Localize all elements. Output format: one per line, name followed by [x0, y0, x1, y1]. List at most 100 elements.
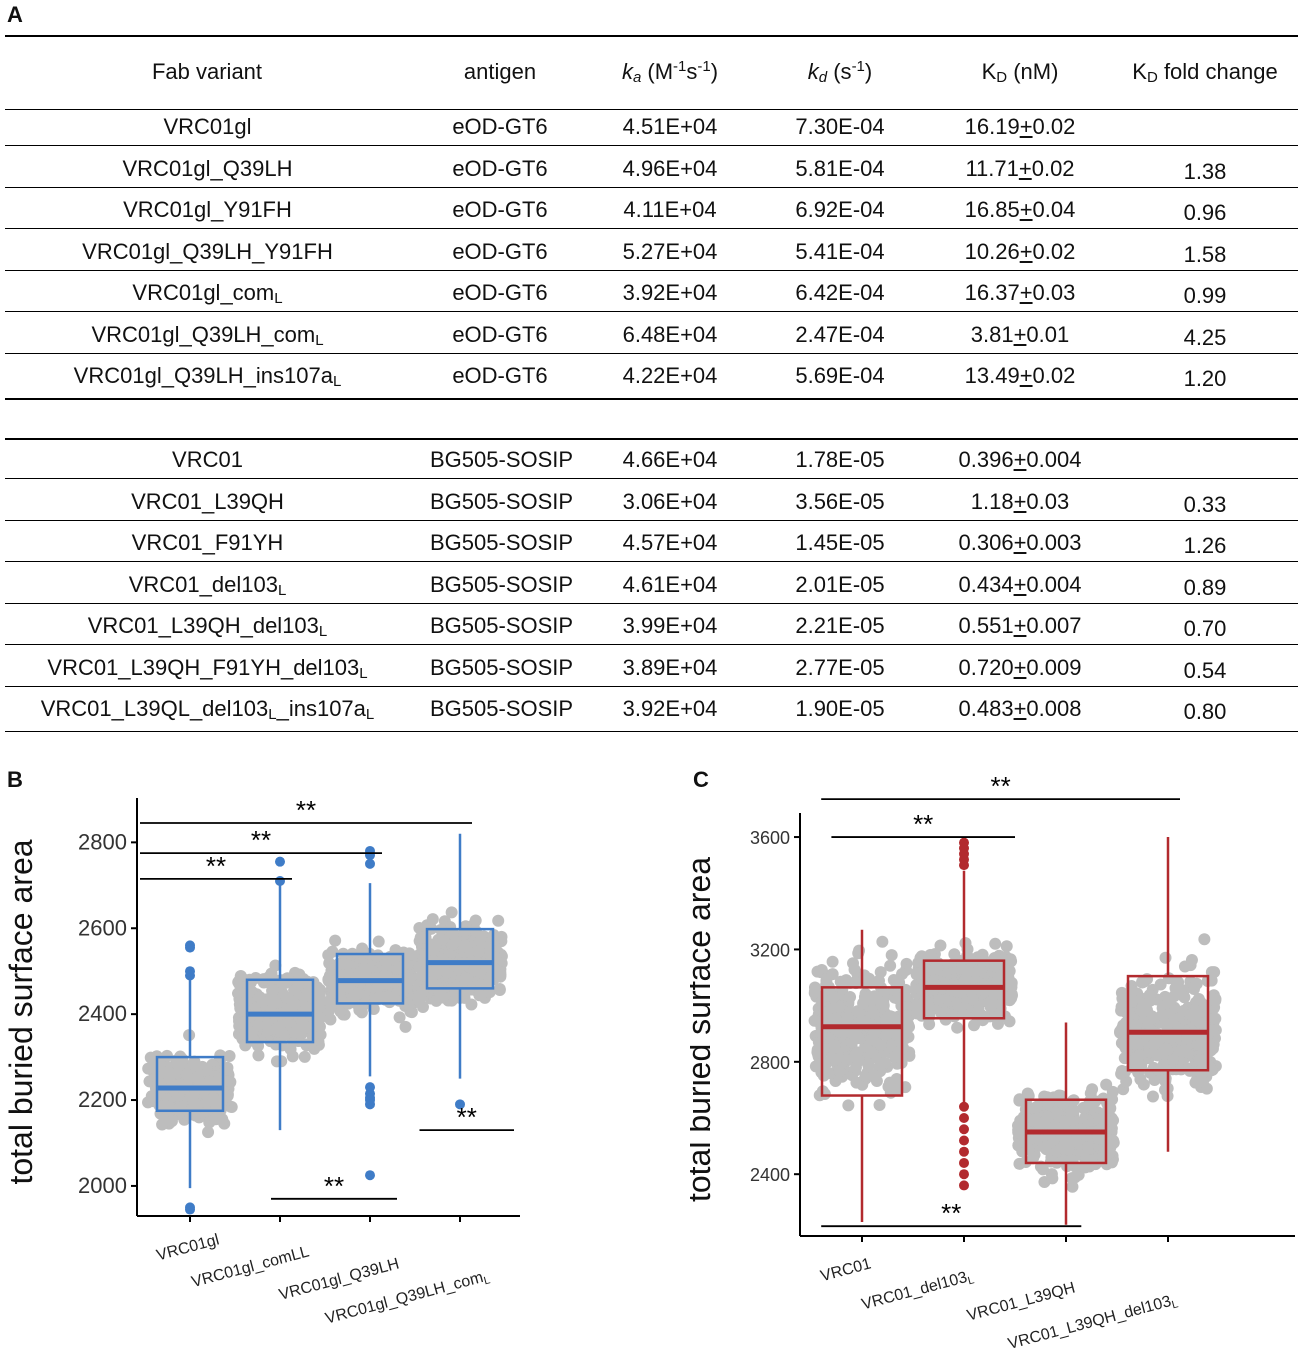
panel-label-a: A: [7, 2, 23, 27]
table-cell-variant: VRC01gl_Y91FH: [123, 197, 292, 222]
table-cell-antigen: BG505-SOSIP: [430, 488, 574, 514]
significance-label: **: [251, 825, 271, 855]
data-point: [219, 1064, 232, 1077]
table-cell-antigen: eOD-GT6: [452, 280, 548, 305]
y-tick-label: 2800: [750, 1053, 790, 1073]
table-cell-variant: VRC01gl: [163, 114, 252, 139]
data-point: [1185, 953, 1198, 966]
data-point: [449, 987, 462, 1000]
data-point: [873, 1099, 886, 1112]
data-point: [1126, 1055, 1139, 1068]
table-cell-antigen: BG505-SOSIP: [430, 654, 574, 680]
table-row-divider: [5, 561, 1298, 562]
table-cell-kd: 5.69E-04: [795, 363, 885, 388]
data-point: [313, 989, 326, 1002]
data-point: [1137, 1005, 1150, 1018]
outlier-point: [959, 1169, 969, 1180]
table-cell-ka: 3.92E+04: [622, 696, 718, 721]
y-tick-label: 2400: [750, 1165, 790, 1185]
outlier-point: [959, 1180, 969, 1191]
table-cell-fold: 0.89: [1183, 574, 1227, 600]
data-point: [1117, 988, 1130, 1001]
data-point: [1143, 989, 1156, 1002]
data-point: [1124, 1037, 1137, 1050]
outlier-point: [455, 1099, 465, 1110]
data-point: [853, 944, 866, 957]
outlier-point: [959, 1124, 969, 1135]
table-cell-ka: 3.06E+04: [622, 488, 718, 514]
table-cell-variant: VRC01gl_Q39LH: [122, 155, 293, 181]
data-point: [261, 1019, 274, 1032]
data-point: [1206, 1024, 1219, 1037]
table-cell-KD: 13.49+0.02: [964, 363, 1076, 388]
data-point: [194, 1075, 207, 1088]
table-cell-KD: 16.85+0.04: [964, 197, 1076, 222]
data-point: [972, 1004, 985, 1017]
table-cell-fold: 0.80: [1183, 699, 1227, 724]
box: [155, 1055, 225, 1113]
data-point: [1178, 991, 1191, 1004]
data-point: [885, 1078, 898, 1091]
data-point: [416, 968, 429, 981]
x-tick-label: VRC01gl: [155, 1231, 221, 1264]
data-point: [876, 935, 889, 948]
table-cell-antigen: BG505-SOSIP: [430, 571, 574, 597]
table-cell-fold: 1.26: [1183, 533, 1227, 558]
data-point: [857, 997, 870, 1010]
table-cell-ka: 6.48E+04: [622, 321, 718, 347]
data-point: [830, 1054, 843, 1067]
table-cell-variant: VRC01_L39QH: [131, 488, 284, 514]
box: [425, 927, 495, 990]
data-point: [492, 914, 505, 927]
y-tick-label: 2600: [78, 915, 127, 940]
data-point: [249, 972, 262, 985]
outlier-point: [959, 1146, 969, 1157]
data-point: [252, 1049, 265, 1062]
table-cell-variant: VRC01gl_comL: [132, 280, 283, 307]
data-point: [1079, 1161, 1092, 1174]
data-point: [934, 939, 947, 952]
data-point: [880, 1029, 893, 1042]
outlier-point: [185, 970, 195, 981]
table-cell-antigen: eOD-GT6: [452, 363, 548, 388]
table-row-divider: [5, 685, 1298, 687]
table-cell-ka: 3.89E+04: [622, 654, 718, 680]
data-point: [429, 968, 442, 981]
table-cell-KD: 11.71+0.02: [965, 155, 1075, 181]
data-point: [1209, 1012, 1222, 1025]
data-point: [1204, 1044, 1217, 1057]
data-point: [884, 959, 897, 972]
data-point: [1042, 1138, 1055, 1151]
table-cell-antigen: BG505-SOSIP: [430, 447, 574, 472]
data-point: [495, 930, 508, 943]
data-point: [1004, 953, 1017, 966]
data-point: [1005, 992, 1018, 1005]
significance-label: **: [990, 771, 1010, 801]
data-point: [821, 983, 834, 996]
table-cell-kd: 3.56E-05: [795, 488, 885, 514]
data-point: [189, 1109, 202, 1122]
data-point: [468, 964, 481, 977]
data-point: [461, 972, 474, 985]
data-point: [811, 1046, 824, 1059]
data-point: [959, 937, 972, 950]
data-point: [1147, 1038, 1160, 1051]
data-point: [867, 1068, 880, 1081]
box: [1126, 974, 1210, 1072]
table-row-divider: [5, 352, 1298, 354]
data-point: [961, 964, 974, 977]
data-point: [845, 1036, 858, 1049]
y-tick-label: 2200: [78, 1087, 127, 1112]
y-tick-label: 3600: [750, 828, 790, 848]
data-point: [204, 1075, 217, 1088]
y-tick-label: 3200: [750, 940, 790, 960]
data-point: [1081, 1140, 1094, 1153]
data-point: [305, 1037, 318, 1050]
data-point: [326, 945, 339, 958]
outlier-point: [185, 942, 195, 953]
data-point: [1190, 977, 1203, 990]
data-point: [473, 944, 486, 957]
header-fold-change: KD fold change: [1132, 59, 1278, 86]
data-point: [826, 968, 839, 981]
data-point: [1170, 976, 1183, 989]
